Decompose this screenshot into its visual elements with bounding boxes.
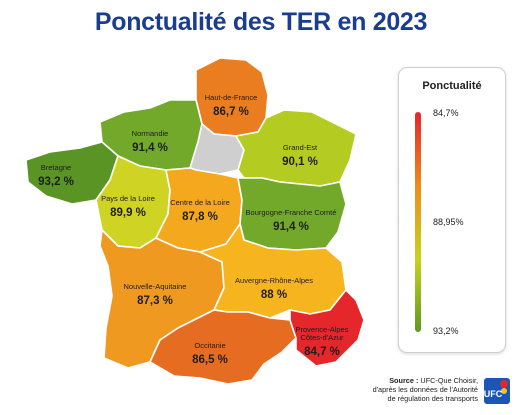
source-note: Source : UFC-Que Choisir, d'après les do… <box>373 376 478 403</box>
source-text-2: d'après les données de l'Autorité <box>372 385 478 394</box>
map-title: Ponctualité des TER en 2023 <box>94 8 428 36</box>
region-name-bretagne: Bretagne <box>41 163 71 172</box>
ufc-logo: UFC <box>484 378 510 404</box>
region-name-grand-est: Grand-Est <box>283 143 318 152</box>
region-name-centre-val-de-loire: Centre de la Loire <box>170 198 230 207</box>
region-name-normandie: Normandie <box>132 129 169 138</box>
region-value-centre-val-de-loire: 87,8 % <box>182 211 218 223</box>
region-value-haut-de-france: 86,7 % <box>213 106 249 118</box>
region-name-nouvelle-aquitaine: Nouvelle-Aquitaine <box>124 282 187 291</box>
region-name-haut-de-france: Haut-de-France <box>205 93 258 102</box>
source-label: Source : <box>389 376 419 385</box>
region-name-bourgogne-franche-comte: Bourgogne-Franche Comté <box>246 208 337 217</box>
legend-color-bar <box>415 112 421 332</box>
region-provence-alpes-cote-d-azur <box>289 289 365 367</box>
region-name-pays-de-la-loire: Pays de la Loire <box>101 194 155 203</box>
region-value-provence-alpes-cote-d-azur: 84,7 % <box>304 346 340 358</box>
region-value-occitanie: 86,5 % <box>192 354 228 366</box>
legend: Ponctualité 84,7% 88,95% 93,2% <box>398 67 506 353</box>
region-value-auvergne-rhone-alpes: 88 % <box>261 289 287 301</box>
region-name-provence-alpes-cote-d-azur-line2: Côtes-d'Azur <box>300 333 344 342</box>
region-value-pays-de-la-loire: 89,9 % <box>110 207 146 219</box>
region-value-normandie: 91,4 % <box>132 142 168 154</box>
region-value-grand-est: 90,1 % <box>282 156 318 168</box>
source-text-1: UFC-Que Choisir, <box>420 376 478 385</box>
legend-min-label: 93,2% <box>433 326 459 336</box>
legend-title: Ponctualité <box>422 80 482 92</box>
legend-max-label: 84,7% <box>433 108 459 118</box>
region-value-nouvelle-aquitaine: 87,3 % <box>137 295 173 307</box>
logo-text: UFC <box>484 389 503 399</box>
region-value-bretagne: 93,2 % <box>38 176 74 188</box>
region-name-auvergne-rhone-alpes: Auvergne-Rhône-Alpes <box>235 276 313 285</box>
region-value-bourgogne-franche-comte: 91,4 % <box>273 221 309 233</box>
region-ile-de-france <box>189 123 245 175</box>
region-name-occitanie: Occitanie <box>194 341 225 350</box>
legend-mid-label: 88,95% <box>433 217 464 227</box>
source-text-3: de régulation des transports <box>387 394 478 403</box>
region-name-provence-alpes-cote-d-azur-line1: Provence-Alpes <box>296 325 349 334</box>
